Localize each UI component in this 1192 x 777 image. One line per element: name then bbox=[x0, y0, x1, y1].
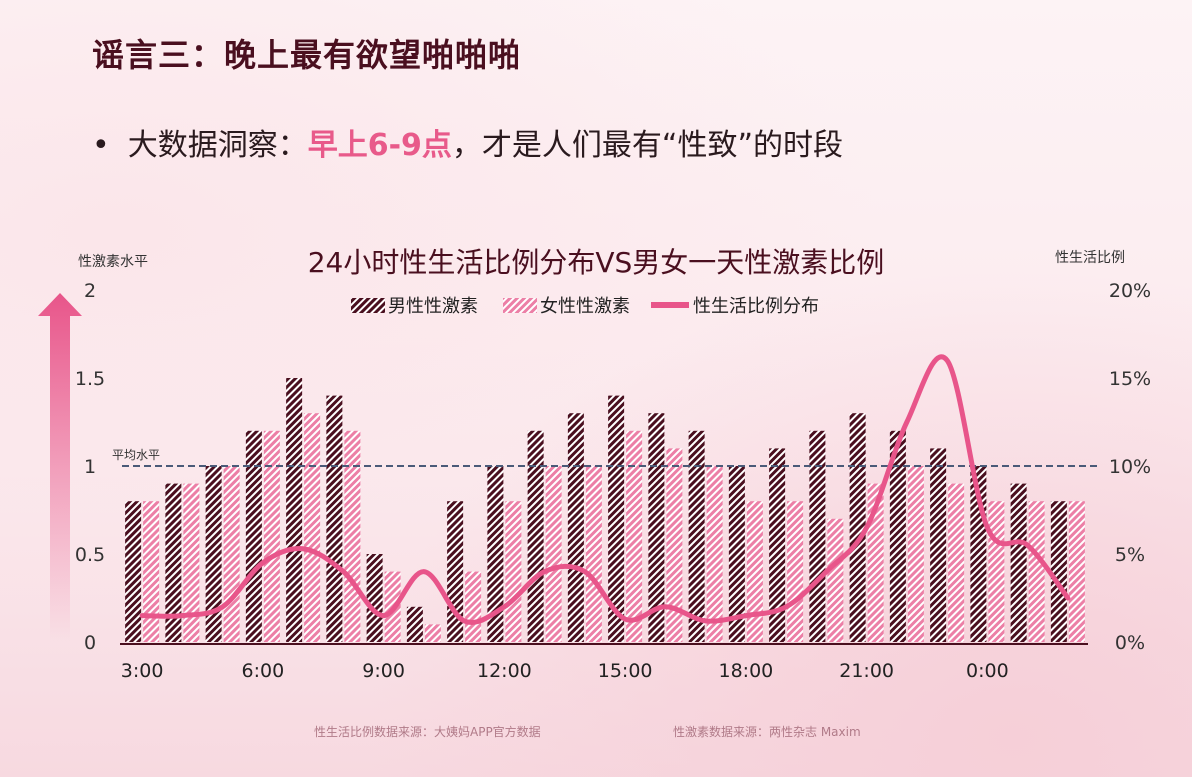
bullet-prefix: 大数据洞察： bbox=[127, 128, 308, 163]
bar-female bbox=[585, 466, 602, 642]
source-note-right: 性激素数据来源：两性杂志 Maxim bbox=[673, 725, 861, 739]
bar-male bbox=[728, 466, 745, 642]
y-tick-label-right: 0% bbox=[1115, 632, 1145, 654]
y-tick-label-left: 0.5 bbox=[75, 544, 105, 566]
bar-female bbox=[344, 430, 361, 642]
bar-female bbox=[746, 501, 763, 642]
bar-female bbox=[988, 501, 1005, 642]
bar-male bbox=[688, 430, 705, 642]
bar-female bbox=[465, 571, 482, 642]
bar-female bbox=[1068, 501, 1085, 642]
bar-male bbox=[487, 466, 504, 642]
bar-female bbox=[1028, 501, 1045, 642]
legend: 男性性激素 女性性激素 性生活比例分布 bbox=[351, 296, 819, 317]
legend-label: 男性性激素 bbox=[388, 296, 478, 317]
bar-male bbox=[567, 413, 584, 642]
bar-male bbox=[769, 448, 786, 642]
bar-series bbox=[125, 378, 1085, 642]
bullet-suffix: ，才是人们最有“性致”的时段 bbox=[451, 128, 843, 163]
y-axis-labels: 00.511.520%5%10%15%20% bbox=[75, 280, 1151, 654]
bar-female bbox=[424, 624, 441, 642]
chart-title: 24小时性生活比例分布VS男女一天性激素比例 bbox=[308, 246, 885, 279]
up-arrow-icon bbox=[38, 293, 82, 642]
x-tick-label: 6:00 bbox=[242, 660, 285, 682]
y-tick-label-right: 20% bbox=[1109, 280, 1151, 302]
left-axis-title: 性激素水平 bbox=[78, 253, 148, 270]
x-tick-label: 18:00 bbox=[718, 660, 773, 682]
legend-label: 女性性激素 bbox=[540, 296, 630, 317]
legend-label: 性生活比例分布 bbox=[693, 296, 819, 317]
line-series bbox=[139, 354, 1071, 625]
bar-female bbox=[545, 466, 562, 642]
bar-female bbox=[827, 518, 844, 642]
bar-male bbox=[245, 430, 262, 642]
bar-female bbox=[505, 501, 522, 642]
y-tick-label-right: 15% bbox=[1109, 368, 1151, 390]
y-tick-label-left: 0 bbox=[84, 632, 96, 654]
line-sexual-activity bbox=[139, 354, 1071, 625]
x-tick-label: 3:00 bbox=[121, 660, 164, 682]
bar-male bbox=[165, 483, 182, 642]
bar-male bbox=[608, 395, 625, 642]
bar-male bbox=[205, 466, 222, 642]
bar-male bbox=[849, 413, 866, 642]
insight-bullet: • 大数据洞察：早上6-9点，才是人们最有“性致”的时段 bbox=[92, 120, 843, 164]
bar-female bbox=[223, 466, 240, 642]
source-note-left: 性生活比例数据来源：大姨妈APP官方数据 bbox=[314, 725, 541, 739]
bar-female bbox=[948, 483, 965, 642]
bar-male bbox=[527, 430, 544, 642]
bar-male bbox=[809, 430, 826, 642]
page-title: 谣言三：晚上最有欲望啪啪啪 bbox=[92, 36, 522, 74]
x-tick-label: 12:00 bbox=[477, 660, 532, 682]
y-tick-label-right: 10% bbox=[1109, 456, 1151, 478]
bar-female bbox=[183, 483, 200, 642]
average-line-label: 平均水平 bbox=[112, 448, 160, 462]
y-tick-label-left: 2 bbox=[84, 280, 96, 302]
bullet-dot: • bbox=[92, 128, 110, 163]
bar-male bbox=[1010, 483, 1027, 642]
bar-male bbox=[406, 606, 423, 642]
legend-swatch-bar bbox=[503, 298, 537, 313]
bar-male bbox=[125, 501, 142, 642]
bar-female bbox=[304, 413, 321, 642]
y-tick-label-left: 1 bbox=[84, 456, 96, 478]
bar-female bbox=[706, 466, 723, 642]
bar-male bbox=[326, 395, 343, 642]
x-tick-label: 15:00 bbox=[598, 660, 653, 682]
bar-female bbox=[143, 501, 160, 642]
bar-male bbox=[1050, 501, 1067, 642]
bar-female bbox=[787, 501, 804, 642]
bar-male bbox=[286, 378, 303, 642]
bar-male bbox=[366, 554, 383, 642]
bar-female bbox=[867, 483, 884, 642]
bullet-highlight: 早上6-9点 bbox=[307, 128, 452, 163]
bar-male bbox=[889, 430, 906, 642]
legend-swatch-bar bbox=[351, 298, 385, 313]
bar-female bbox=[263, 430, 280, 642]
reference-line: 平均水平 bbox=[112, 448, 1098, 467]
x-tick-label: 9:00 bbox=[362, 660, 405, 682]
x-axis: 3:00 6:00 9:00 12:00 15:00 18:00 21:00 0:00 bbox=[120, 643, 1088, 682]
bar-female bbox=[666, 448, 683, 642]
x-tick-label: 21:00 bbox=[839, 660, 894, 682]
x-tick-label: 0:00 bbox=[966, 660, 1009, 682]
bar-female bbox=[907, 466, 924, 642]
y-tick-label-right: 5% bbox=[1115, 544, 1145, 566]
bar-female bbox=[626, 430, 643, 642]
bar-male bbox=[930, 448, 947, 642]
bar-male bbox=[648, 413, 665, 642]
right-axis-title: 性生活比例 bbox=[1055, 250, 1125, 266]
y-tick-label-left: 1.5 bbox=[75, 368, 105, 390]
